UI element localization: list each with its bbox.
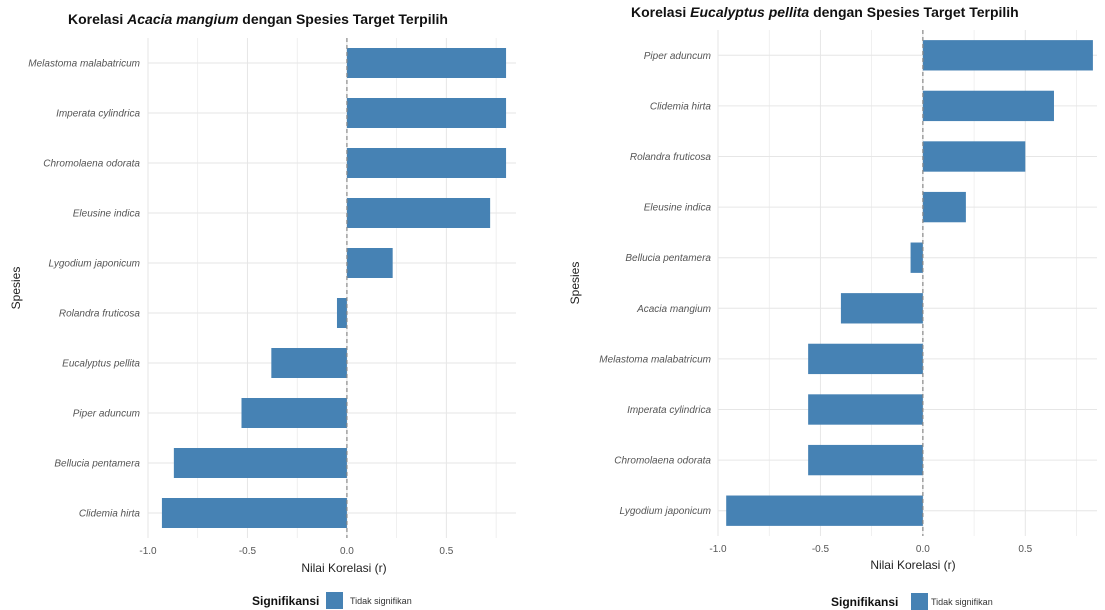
- y-axis-label: Spesies: [568, 262, 582, 305]
- ytick-label: Melastoma malabatricum: [599, 354, 711, 365]
- x-axis-label: Nilai Korelasi (r): [301, 561, 386, 575]
- bar-clidemia-hirta: [161, 498, 347, 528]
- ytick-label: Clidemia hirta: [650, 101, 712, 112]
- legend-swatch: [911, 593, 928, 610]
- legend-title: Signifikansi: [252, 594, 319, 608]
- chart-acacia-mangium: Melastoma malabatricum Imperata cylindric…: [9, 11, 516, 609]
- bar-eleusine-indica: [922, 191, 966, 223]
- ytick-label: Rolandra fruticosa: [59, 309, 141, 320]
- bar-acacia-mangium: [840, 293, 923, 324]
- bar-lygodium-japonicum: [726, 495, 923, 526]
- xtick-label: 0.5: [439, 546, 453, 557]
- chart-panel-eucalyptus: Piper aduncum Clidemia hirta Rolandra frut…: [553, 0, 1105, 610]
- ytick-label: Piper aduncum: [73, 409, 140, 420]
- ytick-label: Acacia mangium: [636, 304, 711, 315]
- chart-title: Korelasi Acacia mangium dengan Spesies T…: [68, 11, 448, 27]
- bars: [726, 40, 1093, 526]
- bar-imperata-cylindrica: [346, 98, 507, 128]
- xtick-label: 0.0: [340, 546, 354, 557]
- xtick-label: 0.5: [1018, 544, 1032, 555]
- xtick-label: -1.0: [139, 546, 157, 557]
- bar-bellucia-pentamera: [910, 242, 923, 273]
- bar-rolandra-fruticosa: [336, 298, 347, 328]
- ytick-label: Imperata cylindrica: [627, 405, 711, 416]
- ytick-label: Chromolaena odorata: [43, 159, 140, 170]
- ytick-label: Rolandra fruticosa: [630, 152, 712, 163]
- ytick-label: Lygodium japonicum: [48, 259, 140, 270]
- bars: [161, 48, 507, 528]
- bar-eucalyptus-pellita: [271, 348, 347, 378]
- ytick-label: Eucalyptus pellita: [62, 359, 140, 370]
- bar-chromolaena-odorata: [346, 148, 507, 178]
- ytick-label: Melastoma malabatricum: [28, 59, 140, 70]
- bar-melastoma-malabatricum: [808, 343, 923, 375]
- bar-chromolaena-odorata: [808, 444, 923, 476]
- chart-eucalyptus-pellita: Piper aduncum Clidemia hirta Rolandra frut…: [568, 4, 1097, 610]
- legend-entry-label: Tidak signifikan: [350, 596, 412, 606]
- legend-entry-label: Tidak signifikan: [931, 597, 993, 607]
- chart-title-species: Acacia mangium: [126, 11, 238, 27]
- x-axis-label: Nilai Korelasi (r): [870, 558, 955, 572]
- bar-piper-aduncum: [922, 40, 1093, 71]
- ytick-label: Clidemia hirta: [79, 509, 141, 520]
- y-axis-label: Spesies: [9, 267, 23, 310]
- ytick-label: Bellucia pentamera: [54, 459, 140, 470]
- chart-title-prefix: Korelasi: [631, 4, 690, 20]
- chart-title-species: Eucalyptus pellita: [690, 4, 809, 20]
- xtick-label: -1.0: [709, 544, 727, 555]
- xtick-label: 0.0: [916, 544, 930, 555]
- bar-clidemia-hirta: [922, 90, 1054, 122]
- ytick-label: Eleusine indica: [644, 203, 712, 214]
- chart-title-prefix: Korelasi: [68, 11, 127, 27]
- bar-melastoma-malabatricum: [346, 48, 507, 78]
- xtick-label: -0.5: [239, 546, 257, 557]
- bar-lygodium-japonicum: [346, 248, 393, 278]
- chart-panel-acacia: Melastoma malabatricum Imperata cylindric…: [0, 0, 550, 610]
- ytick-label: Imperata cylindrica: [56, 109, 140, 120]
- bar-piper-aduncum: [241, 398, 347, 428]
- legend: Signifikansi Tidak signifikan: [252, 592, 412, 609]
- legend: Signifikansi Tidak signifikan: [831, 593, 993, 610]
- legend-title: Signifikansi: [831, 595, 898, 609]
- ytick-label: Chromolaena odorata: [614, 456, 711, 467]
- bar-rolandra-fruticosa: [922, 141, 1026, 172]
- chart-title: Korelasi Eucalyptus pellita dengan Spesi…: [631, 4, 1019, 20]
- chart-title-suffix: dengan Spesies Target Terpilih: [238, 11, 448, 27]
- legend-swatch: [326, 592, 343, 609]
- ytick-label: Eleusine indica: [73, 209, 141, 220]
- bar-bellucia-pentamera: [173, 448, 347, 478]
- xtick-label: -0.5: [812, 544, 830, 555]
- ytick-label: Piper aduncum: [644, 51, 711, 62]
- bar-imperata-cylindrica: [808, 394, 923, 425]
- chart-title-suffix: dengan Spesies Target Terpilih: [809, 4, 1019, 20]
- bar-eleusine-indica: [346, 198, 491, 228]
- ytick-label: Bellucia pentamera: [625, 253, 711, 264]
- ytick-label: Lygodium japonicum: [619, 506, 711, 517]
